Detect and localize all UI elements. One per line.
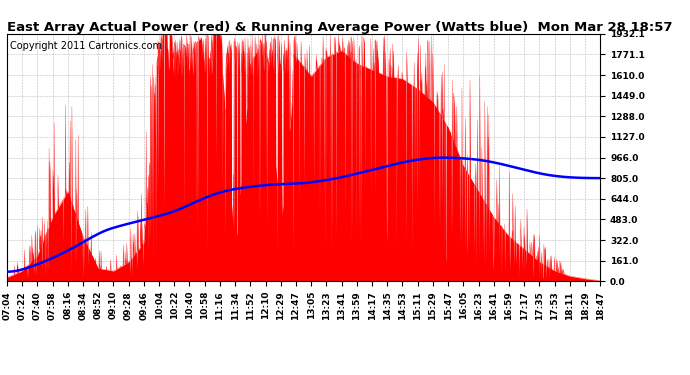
Text: East Array Actual Power (red) & Running Average Power (Watts blue)  Mon Mar 28 1: East Array Actual Power (red) & Running …: [7, 21, 672, 34]
Text: Copyright 2011 Cartronics.com: Copyright 2011 Cartronics.com: [10, 41, 162, 51]
